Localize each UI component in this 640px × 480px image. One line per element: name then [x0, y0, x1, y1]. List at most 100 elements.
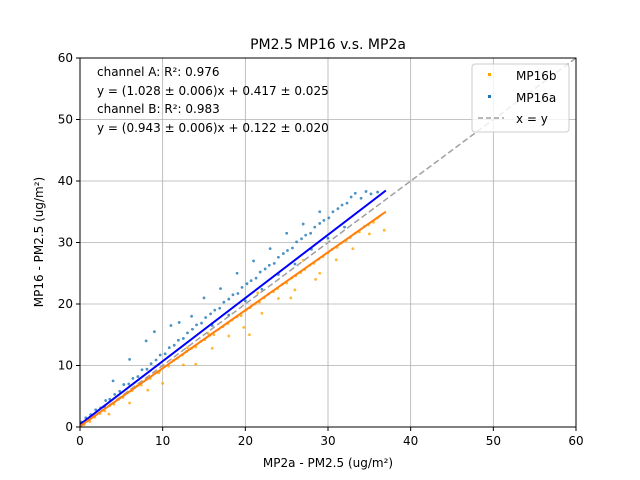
- data-point-mp16a: [190, 314, 194, 318]
- legend: MP16b MP16a x = y: [471, 63, 570, 133]
- data-point-mp16a: [131, 377, 135, 380]
- data-point-mp16a: [327, 216, 331, 220]
- data-point-mp16b: [146, 388, 150, 392]
- data-point-mp16a: [231, 293, 235, 297]
- annotation-channel-b-r2: channel B: R²: 0.983: [97, 102, 220, 116]
- data-point-mp16a: [204, 316, 208, 319]
- data-point-mp16b: [334, 258, 338, 262]
- data-point-mp16a: [149, 362, 153, 366]
- annotation-channel-a-fit: y = (1.028 ± 0.006)x + 0.417 ± 0.025: [97, 84, 329, 98]
- data-point-mp16b: [314, 278, 317, 281]
- data-point-mp16b: [227, 334, 231, 338]
- data-point-mp16a: [176, 338, 180, 342]
- data-point-mp16b: [260, 311, 264, 315]
- data-point-mp16b: [186, 346, 189, 350]
- y-tick-label: 10: [58, 359, 73, 373]
- x-tick-label: 10: [155, 434, 170, 448]
- data-point-mp16a: [272, 262, 276, 265]
- x-tick-label: 0: [76, 434, 84, 448]
- fit-line-3: [80, 189, 387, 426]
- data-point-mp16a: [202, 296, 206, 300]
- data-point-mp16b: [242, 325, 246, 329]
- data-point-mp16a: [281, 252, 285, 255]
- data-point-mp16a: [200, 321, 203, 325]
- data-point-mp16a: [235, 271, 239, 275]
- data-point-mp16a: [252, 259, 256, 263]
- data-point-mp16a: [258, 270, 262, 274]
- data-point-mp16a: [376, 190, 379, 194]
- data-point-mp16a: [167, 346, 171, 350]
- data-point-mp16b: [128, 401, 132, 405]
- data-point-mp16a: [113, 393, 117, 396]
- data-point-mp16b: [351, 247, 355, 251]
- legend-marker-mp16a: [488, 95, 491, 98]
- data-point-mp16a: [340, 203, 344, 207]
- data-point-mp16b: [239, 314, 243, 318]
- x-tick-label: 50: [486, 434, 501, 448]
- data-point-mp16a: [359, 196, 363, 200]
- data-point-mp16a: [240, 285, 244, 289]
- data-point-mp16a: [343, 225, 346, 229]
- data-point-mp16b: [210, 346, 214, 350]
- data-point-mp16a: [349, 195, 353, 199]
- data-point-mp16b: [367, 232, 371, 236]
- data-point-mp16a: [172, 343, 176, 347]
- x-tick-label: 40: [403, 434, 418, 448]
- axis-ticks: 0 10 20 30 40 50 60 0 10 20 30 40 50 60: [58, 51, 584, 448]
- data-point-mp16b: [318, 271, 322, 275]
- data-point-mp16a: [295, 240, 298, 244]
- annotation-block: channel A: R²: 0.976 y = (1.028 ± 0.006)…: [97, 65, 329, 135]
- data-point-mp16a: [213, 308, 217, 312]
- data-point-mp16a: [243, 299, 247, 303]
- data-point-mp16b: [289, 296, 293, 300]
- data-point-mp16a: [293, 262, 297, 266]
- data-point-mp16a: [236, 292, 240, 295]
- legend-label-mp16a: MP16a: [516, 91, 556, 105]
- data-point-mp16a: [304, 233, 308, 237]
- data-point-mp16b: [382, 228, 386, 232]
- legend-label-x-equals-y: x = y: [516, 112, 548, 126]
- data-point-mp16a: [118, 389, 122, 393]
- data-point-mp16a: [153, 330, 156, 334]
- y-tick-label: 40: [58, 174, 73, 188]
- data-point-mp16a: [322, 218, 326, 222]
- data-point-mp16a: [353, 191, 357, 195]
- annotation-channel-a-r2: channel A: R²: 0.976: [97, 65, 220, 79]
- data-point-mp16a: [140, 368, 144, 372]
- data-point-mp16a: [313, 225, 317, 229]
- data-point-mp16a: [222, 300, 226, 304]
- data-point-mp16a: [209, 312, 213, 316]
- y-tick-label: 30: [58, 236, 73, 250]
- y-tick-label: 20: [58, 297, 73, 311]
- data-point-mp16a: [277, 255, 280, 259]
- legend-label-mp16b: MP16b: [516, 69, 556, 83]
- data-point-mp16a: [260, 287, 264, 291]
- y-tick-label: 50: [58, 113, 73, 127]
- data-point-mp16b: [256, 291, 260, 295]
- data-point-mp16a: [268, 247, 272, 251]
- data-point-mp16b: [194, 362, 198, 366]
- data-point-mp16a: [318, 210, 322, 214]
- x-axis-label: MP2a - PM2.5 (ug/m²): [263, 456, 393, 470]
- data-point-mp16a: [136, 375, 140, 378]
- data-point-mp16b: [293, 288, 297, 292]
- data-point-mp16a: [301, 222, 305, 226]
- data-point-mp16a: [300, 237, 303, 241]
- y-tick-label: 60: [58, 51, 73, 65]
- data-point-mp16a: [163, 352, 167, 356]
- y-axis-label: MP16 - PM2.5 (ug/m²): [32, 177, 46, 307]
- data-point-mp16a: [145, 367, 149, 371]
- data-point-mp16a: [158, 353, 162, 357]
- data-point-mp16a: [169, 324, 173, 327]
- data-point-mp16b: [212, 333, 216, 337]
- data-point-mp16b: [107, 412, 111, 416]
- legend-box: [471, 63, 570, 133]
- fit-line-4: [80, 210, 387, 427]
- data-point-mp16a: [154, 358, 158, 362]
- data-point-mp16a: [336, 207, 340, 211]
- data-point-mp16a: [227, 297, 231, 301]
- data-point-mp16a: [127, 382, 131, 386]
- data-point-mp16a: [263, 267, 267, 271]
- data-point-mp16b: [248, 333, 251, 337]
